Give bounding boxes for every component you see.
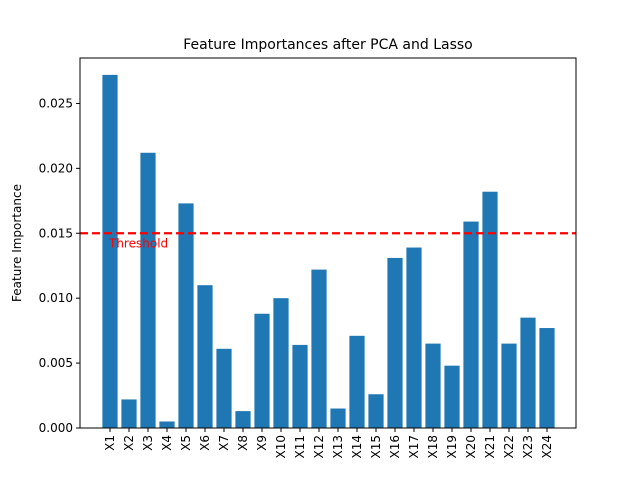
bar-x13: [330, 408, 346, 428]
bar-x22: [501, 343, 517, 428]
bar-x10: [273, 298, 289, 428]
bar-x2: [121, 399, 137, 428]
x-tick-label: X19: [445, 435, 459, 459]
bar-x14: [349, 335, 365, 428]
x-tick-label: X16: [388, 435, 402, 459]
bar-x16: [387, 257, 403, 428]
x-tick-label: X3: [141, 435, 155, 451]
y-tick-label: 0.020: [39, 161, 73, 175]
x-tick-label: X21: [483, 435, 497, 459]
x-tick-label: X11: [293, 435, 307, 459]
threshold-group: Threshold: [80, 232, 576, 250]
x-tick-label: X2: [122, 435, 136, 451]
bar-x12: [311, 269, 327, 428]
bar-x11: [292, 344, 308, 428]
x-tick-label: X14: [350, 435, 364, 459]
bar-x24: [539, 328, 555, 428]
x-tick-label: X5: [179, 435, 193, 451]
x-tick-label: X6: [198, 435, 212, 451]
y-tick-label: 0.000: [39, 421, 73, 435]
bar-x20: [463, 221, 479, 428]
bars-group: [102, 74, 555, 428]
x-tick-label: X24: [540, 435, 554, 459]
x-tick-label: X8: [236, 435, 250, 451]
bar-x5: [178, 203, 194, 428]
bar-x7: [216, 348, 232, 428]
plot-area-frame: [79, 57, 577, 429]
y-axis-ticks: 0.000 0.005 0.010 0.015 0.020 0.025: [39, 96, 80, 435]
x-tick-label: X4: [160, 435, 174, 451]
y-tick-label: 0.015: [39, 226, 73, 240]
x-tick-label: X9: [255, 435, 269, 451]
x-tick-label: X23: [521, 435, 535, 459]
bar-x1: [102, 74, 118, 428]
bar-x23: [520, 317, 536, 428]
bar-x6: [197, 285, 213, 428]
bar-x15: [368, 394, 384, 428]
y-tick-label: 0.005: [39, 356, 73, 370]
bar-x3: [140, 152, 156, 428]
x-axis-ticks: X1 X2 X3 X4 X5 X6 X7 X8 X9 X10 X11 X12 X13 X14 X15 X16 X…: [103, 428, 554, 459]
x-tick-label: X13: [331, 435, 345, 459]
threshold-label: Threshold: [108, 236, 168, 250]
x-tick-label: X7: [217, 435, 231, 451]
bar-x4: [159, 421, 175, 428]
x-tick-label: X15: [369, 435, 383, 459]
x-tick-label: X17: [407, 435, 421, 459]
bar-x8: [235, 411, 251, 428]
x-tick-label: X12: [312, 435, 326, 459]
chart-title: Feature Importances after PCA and Lasso: [183, 37, 472, 53]
y-axis-label: Feature Importance: [10, 184, 24, 302]
bar-x18: [425, 343, 441, 428]
x-tick-label: X1: [103, 435, 117, 451]
x-tick-label: X20: [464, 435, 478, 459]
y-tick-label: 0.010: [39, 291, 73, 305]
x-tick-label: X18: [426, 435, 440, 459]
x-tick-label: X22: [502, 435, 516, 459]
bar-x17: [406, 247, 422, 428]
bar-x19: [444, 365, 460, 428]
bar-x9: [254, 313, 270, 428]
bar-x21: [482, 191, 498, 428]
x-tick-label: X10: [274, 435, 288, 459]
y-tick-label: 0.025: [39, 96, 73, 110]
